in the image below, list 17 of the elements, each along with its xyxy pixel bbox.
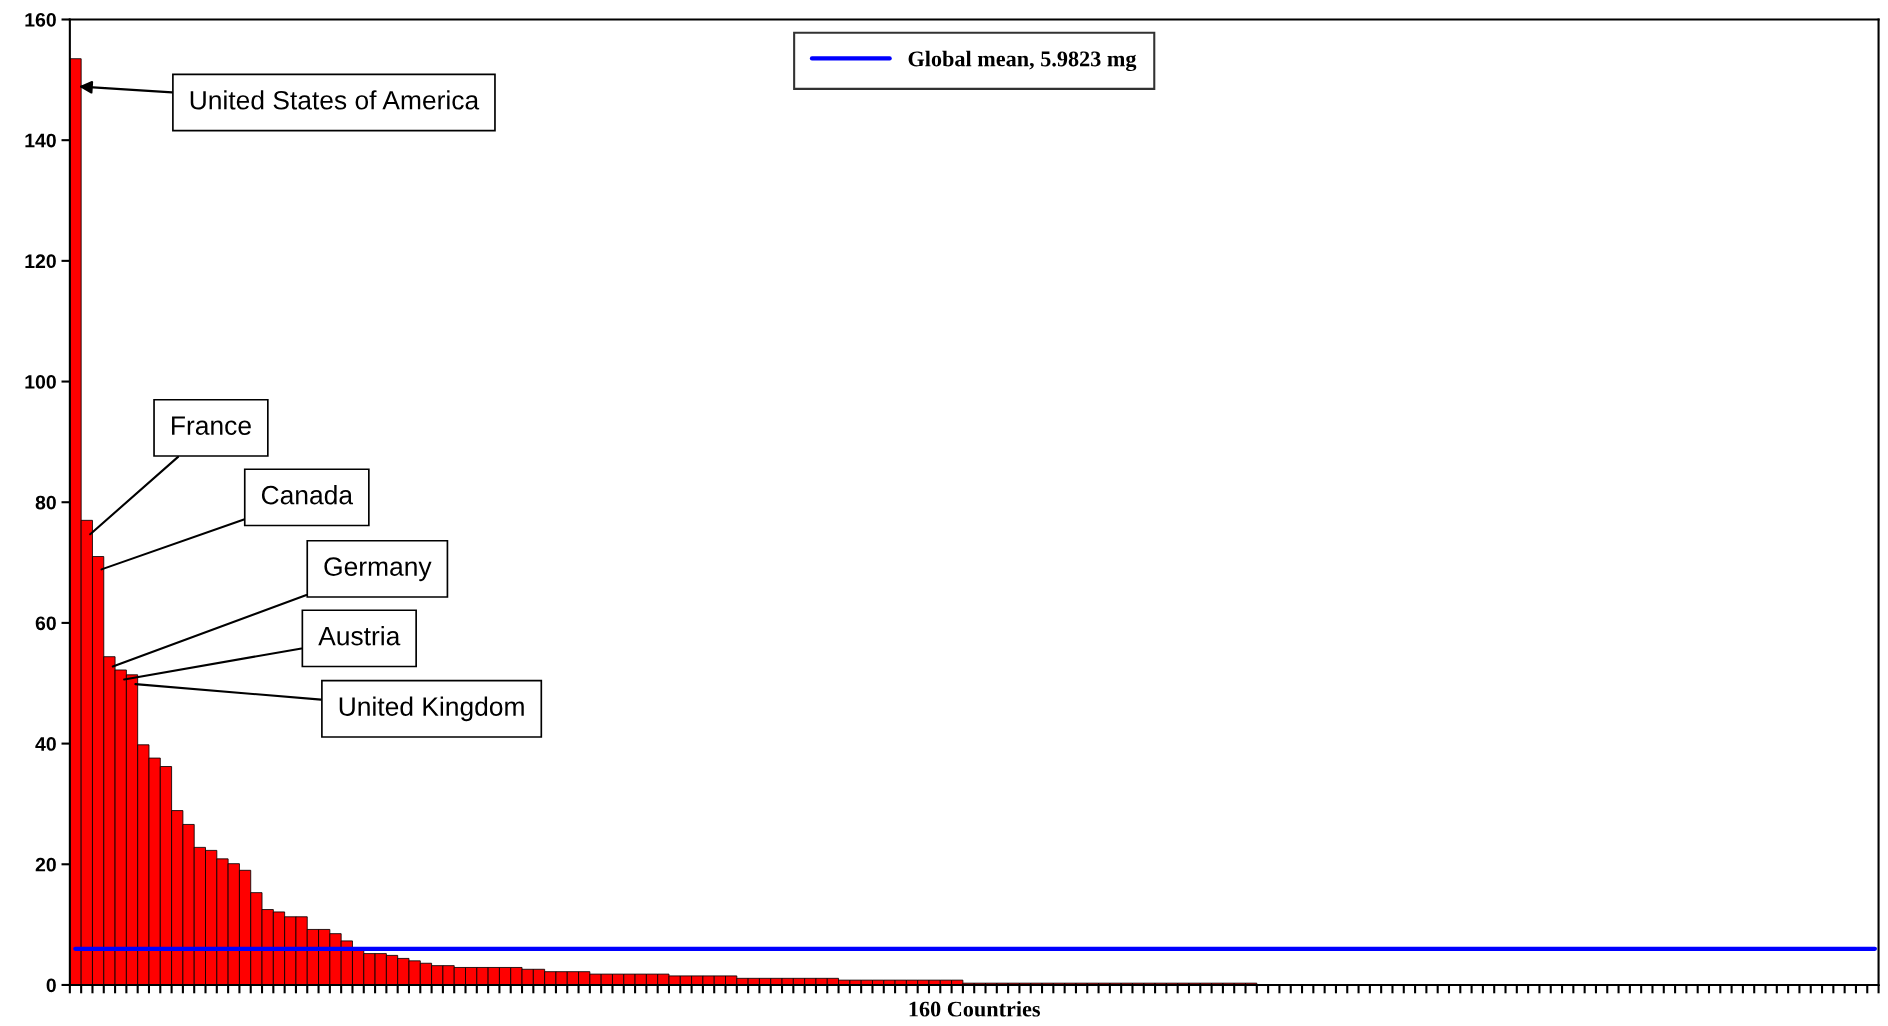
y-tick-label: 60	[35, 616, 56, 631]
annotation: United States of America	[190, 90, 480, 110]
legend-label: Global mean, 5.9823 mg	[908, 50, 1137, 72]
y-tick-label: 20	[35, 857, 56, 872]
y-tick-label: 120	[25, 254, 56, 269]
annotation: Germany	[324, 557, 432, 582]
y-tick-label: 80	[35, 495, 56, 510]
y-tick-label: 140	[25, 133, 56, 148]
y-tick-label: 100	[25, 375, 56, 389]
annotation: Canada	[261, 485, 354, 505]
annotation: United Kingdom	[339, 696, 524, 722]
y-tick-label: 0	[46, 978, 56, 993]
annotation: Austria	[318, 626, 401, 646]
y-tick-label: 160	[25, 12, 56, 27]
x-axis-title: 160 Countries	[909, 1000, 1041, 1017]
y-tick-label: 40	[35, 737, 56, 751]
annotation: France	[172, 416, 251, 435]
